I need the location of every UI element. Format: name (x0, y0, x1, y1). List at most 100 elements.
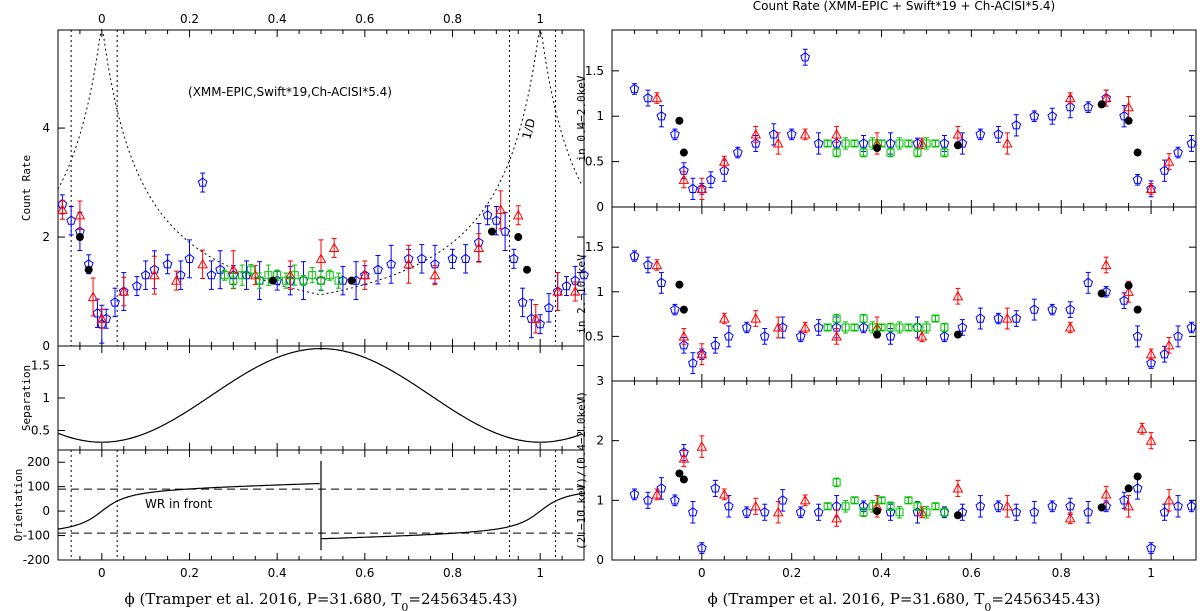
data-point-xmm (895, 323, 904, 332)
data-point-swift (491, 215, 502, 225)
left-count-rate-frame (57, 29, 585, 347)
data-point-chandra (831, 512, 842, 523)
data-point-xmm (886, 502, 895, 511)
data-point-swift (697, 542, 707, 553)
data-point-swift (1146, 542, 1156, 553)
right-x-axis-title: ϕ (Tramper et al. 2016, P=31.680, T0=245… (707, 590, 1100, 611)
data-point-swift (975, 313, 986, 323)
ratio-x-axis: 0 0.2 0.4 0.6 0.8 1 (611, 381, 1197, 580)
data-point-swift (885, 507, 896, 517)
data-point-swift (800, 52, 810, 62)
data-point-mean (1097, 289, 1106, 298)
data-point-chandra (750, 313, 762, 323)
data-point-swift (1083, 102, 1094, 112)
y-tick-label: 0 (596, 200, 604, 214)
data-point-chandra (552, 285, 564, 296)
y-tick-label: -200 (23, 553, 50, 567)
data-point-swift (777, 495, 788, 505)
data-point-chandra (495, 204, 507, 214)
data-point-xmm (317, 276, 325, 285)
data-point-xmm (931, 502, 940, 511)
data-point-swift (1011, 120, 1022, 130)
data-point-xmm (904, 323, 913, 332)
data-point-chandra (678, 453, 690, 463)
data-point-swift (643, 259, 653, 270)
data-point-swift (813, 138, 824, 148)
separation-curve (57, 348, 583, 443)
y-tick-label: 1 (596, 285, 604, 299)
data-point-chandra (651, 259, 663, 270)
data-point-mean (953, 141, 962, 150)
soft-band-ylabel: in 0.4−2.0keV (575, 75, 588, 161)
data-point-swift (670, 304, 680, 314)
data-point-chandra (696, 348, 708, 359)
data-point-swift (1173, 501, 1183, 511)
data-point-xmm (273, 271, 282, 280)
data-point-mean (873, 144, 882, 152)
data-point-chandra (328, 242, 340, 253)
data-point-swift (939, 331, 950, 341)
data-point-swift (1173, 331, 1183, 341)
data-point-swift (957, 322, 968, 332)
data-point-swift (1083, 507, 1094, 517)
y-tick-label: 200 (27, 455, 50, 469)
x-tick-label: 0.4 (268, 12, 287, 26)
y-tick-label: 0 (596, 553, 604, 567)
x-axis-label-end: =2456345.43) (991, 590, 1100, 608)
data-point-mean (675, 469, 684, 478)
data-point-swift (1159, 165, 1170, 175)
data-point-swift (517, 297, 528, 307)
data-point-chandra (952, 290, 964, 301)
data-point-chandra (718, 313, 730, 323)
data-point-xmm (841, 139, 850, 148)
data-point-chandra (1100, 488, 1112, 499)
left-count-rate-points (57, 172, 589, 344)
separation-y-axis: 0.5 1 1.5 (31, 359, 584, 438)
data-point-swift (1159, 507, 1170, 517)
y-tick-label: 0.5 (31, 424, 50, 438)
separation-x-ticks (57, 346, 585, 450)
data-point-mean (523, 265, 532, 274)
data-point-swift (1047, 304, 1058, 314)
data-point-swift (1083, 277, 1094, 287)
data-point-swift (975, 501, 986, 511)
data-point-swift (175, 270, 186, 280)
y-tick-label: 3 (596, 374, 604, 388)
left-top-x-axis: 0 0.2 0.4 0.6 0.8 1 (57, 12, 585, 346)
data-point-swift (140, 270, 151, 280)
data-point-swift (723, 331, 734, 341)
data-point-xmm (904, 139, 913, 148)
inverse-separation-line (57, 28, 583, 296)
data-point-swift (162, 259, 173, 269)
data-point-swift (1065, 304, 1076, 314)
x-tick-label: 1 (536, 12, 544, 26)
data-point-chandra (197, 258, 208, 269)
y-tick-label: 1 (596, 109, 604, 123)
data-point-chandra (678, 330, 690, 341)
data-point-xmm (841, 502, 850, 511)
data-point-swift (858, 322, 869, 332)
data-point-mean (953, 330, 962, 339)
x-axis-label-subscript: 0 (984, 601, 991, 611)
data-point-chandra (799, 494, 811, 505)
data-point-chandra (952, 482, 964, 493)
left-x-axis-title: ϕ (Tramper et al. 2016, P=31.680, T0=245… (124, 590, 517, 611)
data-point-chandra (1145, 183, 1157, 193)
data-point-swift (1186, 322, 1197, 332)
data-point-swift (197, 177, 208, 187)
data-point-swift (831, 138, 842, 148)
data-point-mean (675, 280, 684, 289)
data-point-xmm (299, 276, 308, 285)
hard-band-ylabel: in 2.−10.keV (575, 254, 588, 334)
data-point-chandra (1145, 435, 1157, 445)
data-point-swift (741, 507, 752, 517)
data-point-xmm (850, 323, 859, 332)
data-point-chandra (1163, 339, 1175, 350)
data-point-xmm (940, 148, 949, 157)
data-point-chandra (1064, 92, 1076, 103)
orientation-y-axis: -200 -100 0 100 200 (23, 455, 584, 567)
data-point-swift (482, 210, 493, 220)
y-tick-label: 1.5 (585, 240, 604, 254)
data-point-swift (786, 129, 797, 139)
x-tick-label: 0.8 (443, 566, 462, 580)
